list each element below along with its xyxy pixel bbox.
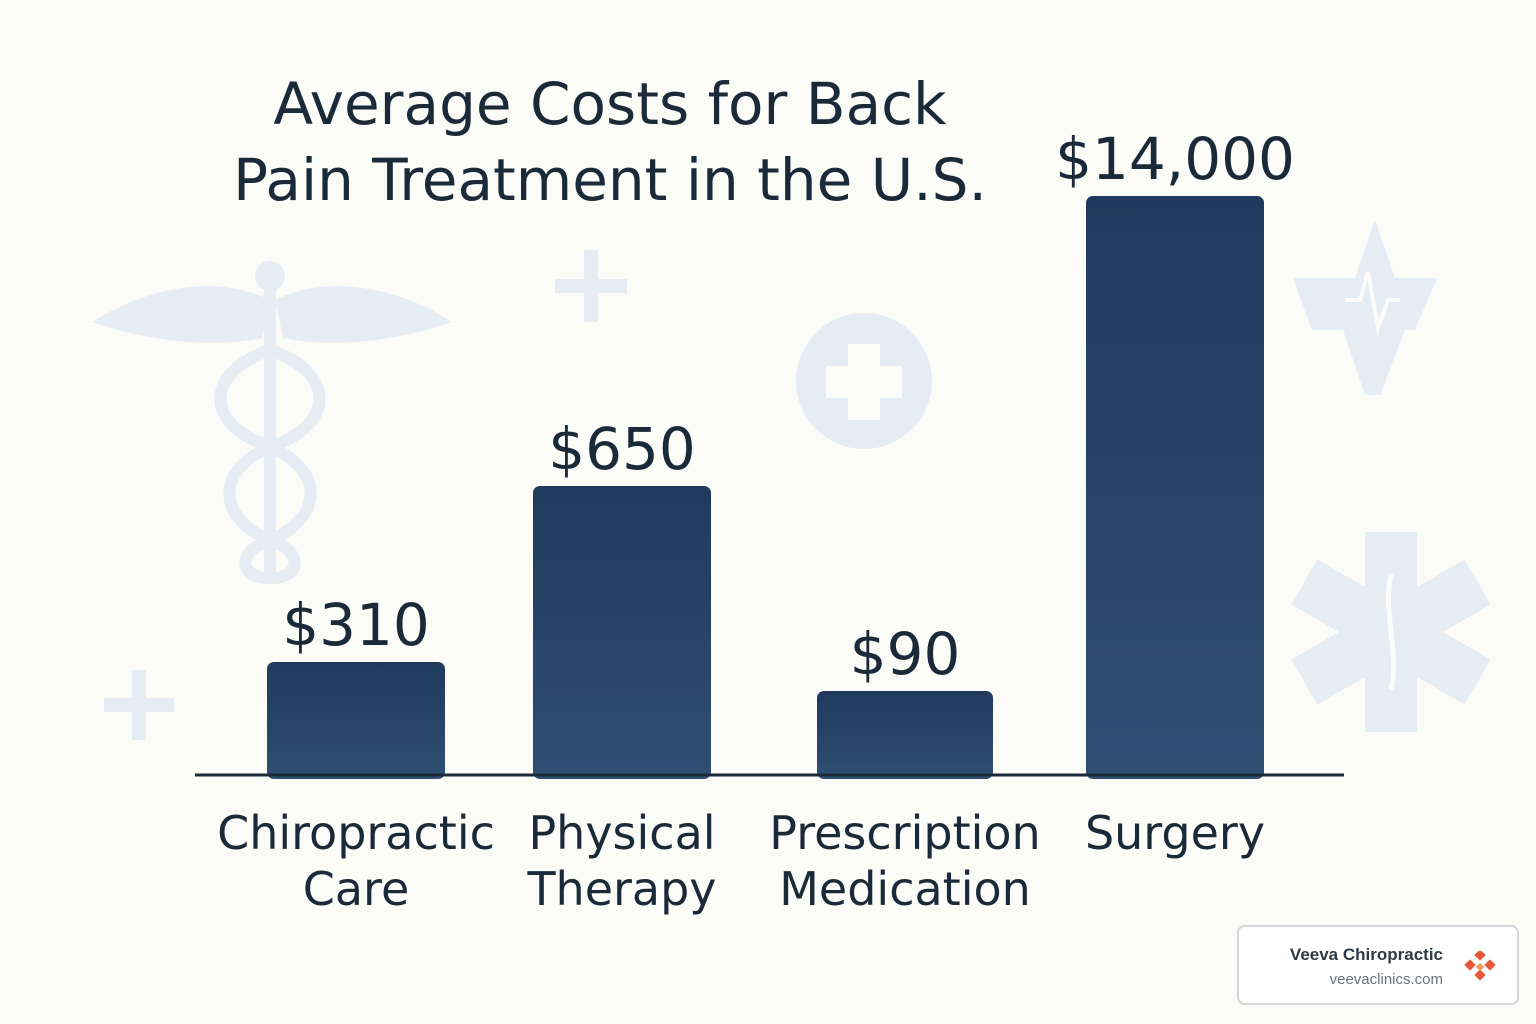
category-label-line: Care xyxy=(302,862,410,916)
bars-group xyxy=(267,196,1264,779)
diamond-logo-icon xyxy=(1464,951,1496,981)
bar-prescription-medication xyxy=(817,691,993,779)
chart-title-line-1: Average Costs for Back xyxy=(273,70,947,138)
value-label-surgery: $14,000 xyxy=(1055,125,1295,193)
caduceus-icon xyxy=(92,261,452,585)
bar-physical-therapy xyxy=(533,486,711,779)
brand-name: Veeva Chiropractic xyxy=(1289,945,1443,964)
plus-icon xyxy=(555,250,627,322)
background-decoration xyxy=(92,220,1491,740)
category-label-surgery: Surgery xyxy=(1065,805,1285,861)
category-label-line: Therapy xyxy=(527,862,717,916)
bar-chiropractic-care xyxy=(267,662,445,779)
chart-title: Average Costs for Back Pain Treatment in… xyxy=(230,66,990,218)
value-labels-group: $310 $650 $90 $14,000 xyxy=(282,125,1295,688)
heartbeat-icon xyxy=(1293,220,1437,395)
value-label-prescription-medication: $90 xyxy=(850,620,961,688)
plus-icon xyxy=(104,670,174,740)
category-label-line: Prescription xyxy=(769,806,1041,860)
value-label-chiropractic-care: $310 xyxy=(282,591,430,659)
category-label-line: Medication xyxy=(779,862,1031,916)
brand-url: veevaclinics.com xyxy=(1329,971,1443,988)
category-label-line: Surgery xyxy=(1084,806,1266,860)
chart-title-line-2: Pain Treatment in the U.S. xyxy=(233,146,987,214)
bar-surgery xyxy=(1086,196,1264,779)
category-label-prescription-medication: Prescription Medication xyxy=(760,805,1050,917)
value-label-physical-therapy: $650 xyxy=(548,415,696,483)
category-label-chiropractic-care: Chiropractic Care xyxy=(211,805,501,917)
category-label-physical-therapy: Physical Therapy xyxy=(517,805,727,917)
star-of-life-icon xyxy=(1291,532,1491,732)
medical-cross-circle-icon xyxy=(796,313,932,449)
category-label-line: Chiropractic xyxy=(217,806,495,860)
category-label-line: Physical xyxy=(528,806,716,860)
brand-badge: Veeva Chiropractic veevaclinics.com xyxy=(1237,925,1519,1005)
